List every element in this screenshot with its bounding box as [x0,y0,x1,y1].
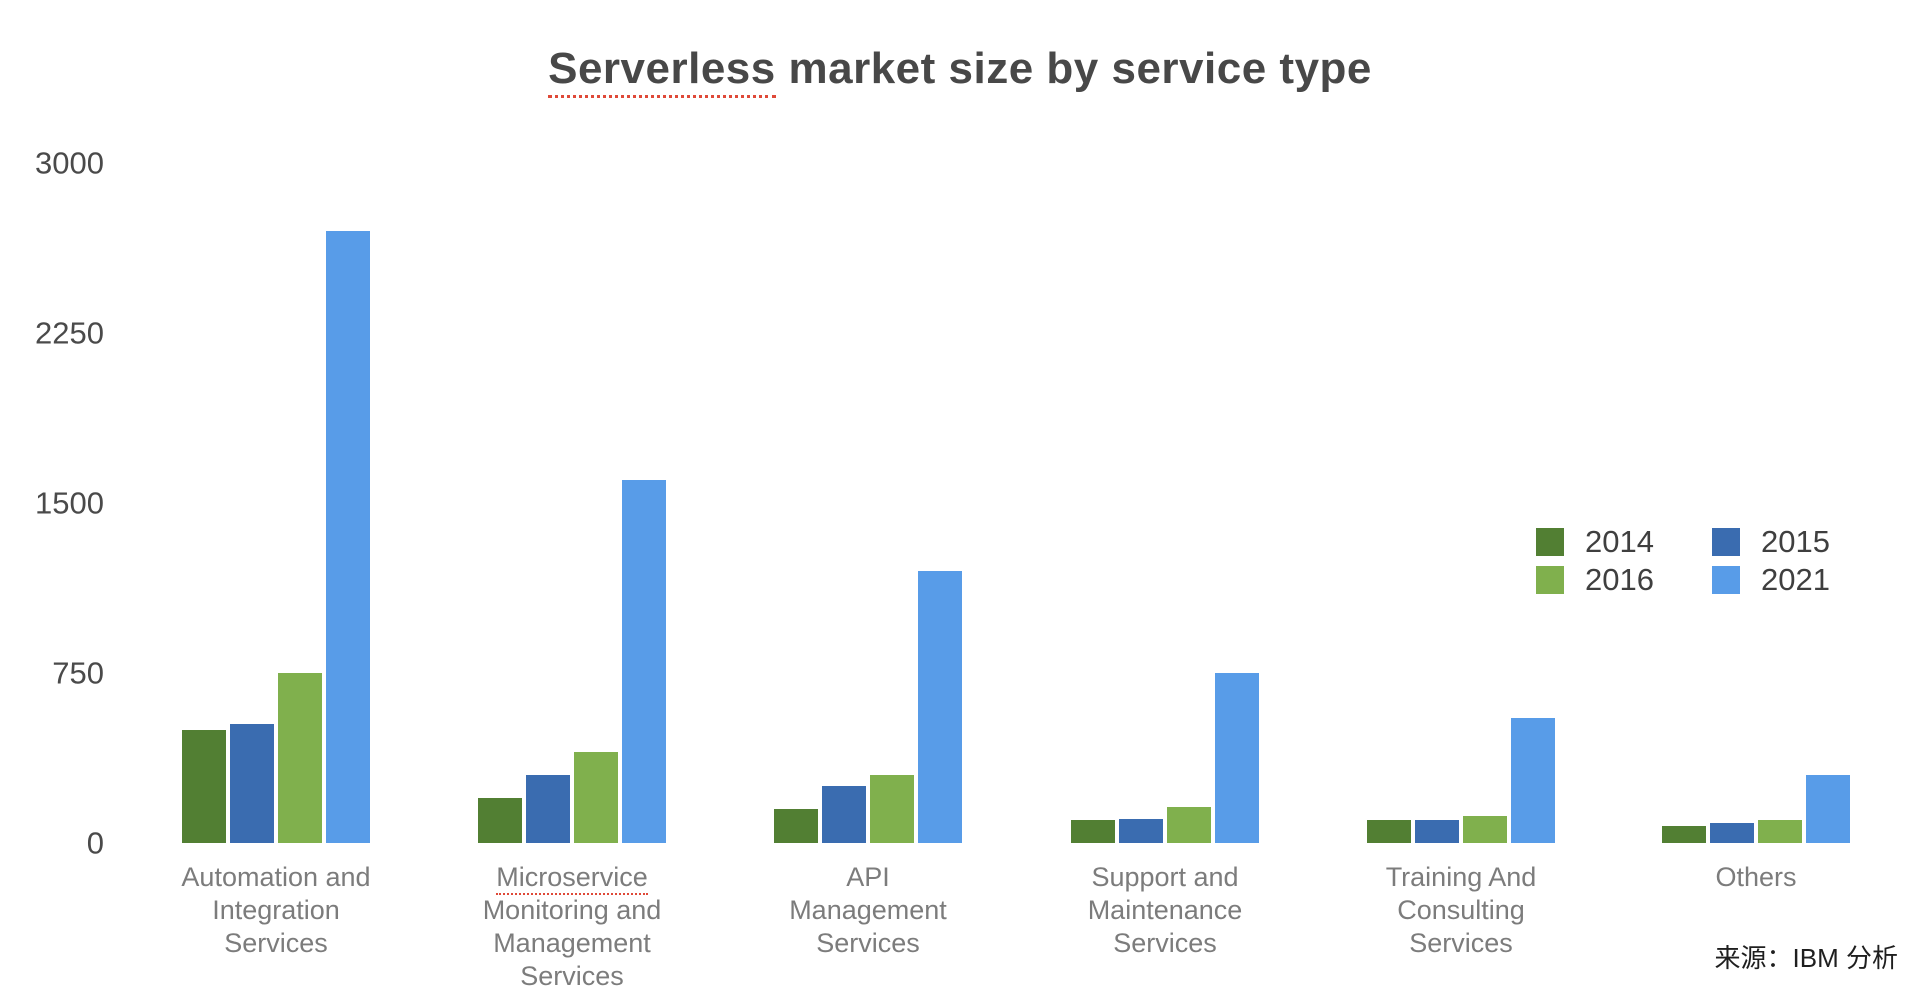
x-category-label-line: Management [493,928,651,958]
x-category-label-line: Maintenance [1087,895,1243,925]
bar-2014-category-3 [774,809,818,843]
x-category-label-line: Management [789,895,947,925]
y-axis-tick-3000: 3000 [35,145,104,181]
x-category-label-line: Microservice [496,862,648,895]
legend-item-2021: 2021 [1711,562,1830,597]
y-axis-tick-750: 750 [52,655,104,691]
bar-2015-category-6 [1710,823,1754,843]
x-category-label-6: Others [1586,861,1920,894]
bar-2016-category-6 [1758,820,1802,843]
bar-2014-category-2 [478,798,522,843]
bar-2015-category-5 [1415,820,1459,843]
bar-2016-category-2 [574,752,618,843]
x-category-label-line: Automation and [181,862,371,892]
x-category-label-line: Services [1409,928,1513,958]
x-category-label-line: Services [816,928,920,958]
bar-2021-category-5 [1511,718,1555,843]
x-category-label-2: Microservice Monitoring and Management Serv… [402,861,742,993]
legend-label-2014: 2014 [1585,524,1654,559]
legend-label-2021: 2021 [1760,562,1830,597]
bar-2015-category-4 [1119,819,1163,843]
y-axis-tick-1500: 1500 [35,485,104,521]
legend-item-2014: 2014 [1536,524,1654,559]
bar-2014-category-1 [182,730,226,843]
x-category-label-line: Training And [1385,862,1537,892]
x-category-label-1: Automation and Integration Services [106,861,446,960]
bar-2021-category-6 [1806,775,1850,843]
x-category-label-line: Services [1113,928,1217,958]
legend-swatch-2015 [1711,527,1740,556]
x-category-label-4: Support and Maintenance Services [995,861,1335,960]
bar-2016-category-5 [1463,816,1507,843]
bar-2021-category-1 [326,231,370,843]
x-category-label-line: Others [1715,862,1797,892]
bar-2015-category-2 [526,775,570,843]
y-axis-tick-0: 0 [86,825,104,861]
legend-label-2016: 2016 [1585,562,1654,597]
x-category-label-line: Consulting [1397,895,1525,925]
bar-2016-category-3 [870,775,914,843]
x-category-label-3: API Management Services [698,861,1038,960]
x-category-label-line: Monitoring and [482,895,662,925]
legend-swatch-2014 [1536,527,1564,556]
x-category-label-5: Training And Consulting Services [1291,861,1631,960]
chart-title: Serverless market size by service type [0,44,1920,98]
source-note: 来源：IBM 分析 [1714,943,1898,973]
x-category-label-line: Support and [1091,862,1239,892]
x-category-label-line: Services [520,961,624,991]
bar-2021-category-4 [1215,673,1259,843]
x-category-label-line: Services [224,928,328,958]
chart-title-misspelled-word: Serverless [548,44,776,98]
y-axis-tick-2250: 2250 [35,315,104,351]
bar-2016-category-1 [278,673,322,843]
bar-2014-category-5 [1367,820,1411,843]
x-category-label-line: Integration [212,895,340,925]
x-category-label-line: API [846,862,890,892]
legend-item-2015: 2015 [1711,524,1830,559]
bar-2016-category-4 [1167,807,1211,843]
bar-2014-category-4 [1071,820,1115,843]
legend: 2014 2015 2016 2021 [1536,524,1830,597]
bar-2014-category-6 [1662,826,1706,843]
bar-2015-category-1 [230,724,274,843]
chart-title-rest: market size by service type [775,44,1372,93]
bar-2015-category-3 [822,786,866,843]
bar-2021-category-3 [918,571,962,843]
legend-swatch-2021 [1711,565,1740,594]
legend-swatch-2016 [1536,565,1564,594]
bar-2021-category-2 [622,480,666,843]
legend-item-2016: 2016 [1536,562,1654,597]
legend-label-2015: 2015 [1760,524,1830,559]
